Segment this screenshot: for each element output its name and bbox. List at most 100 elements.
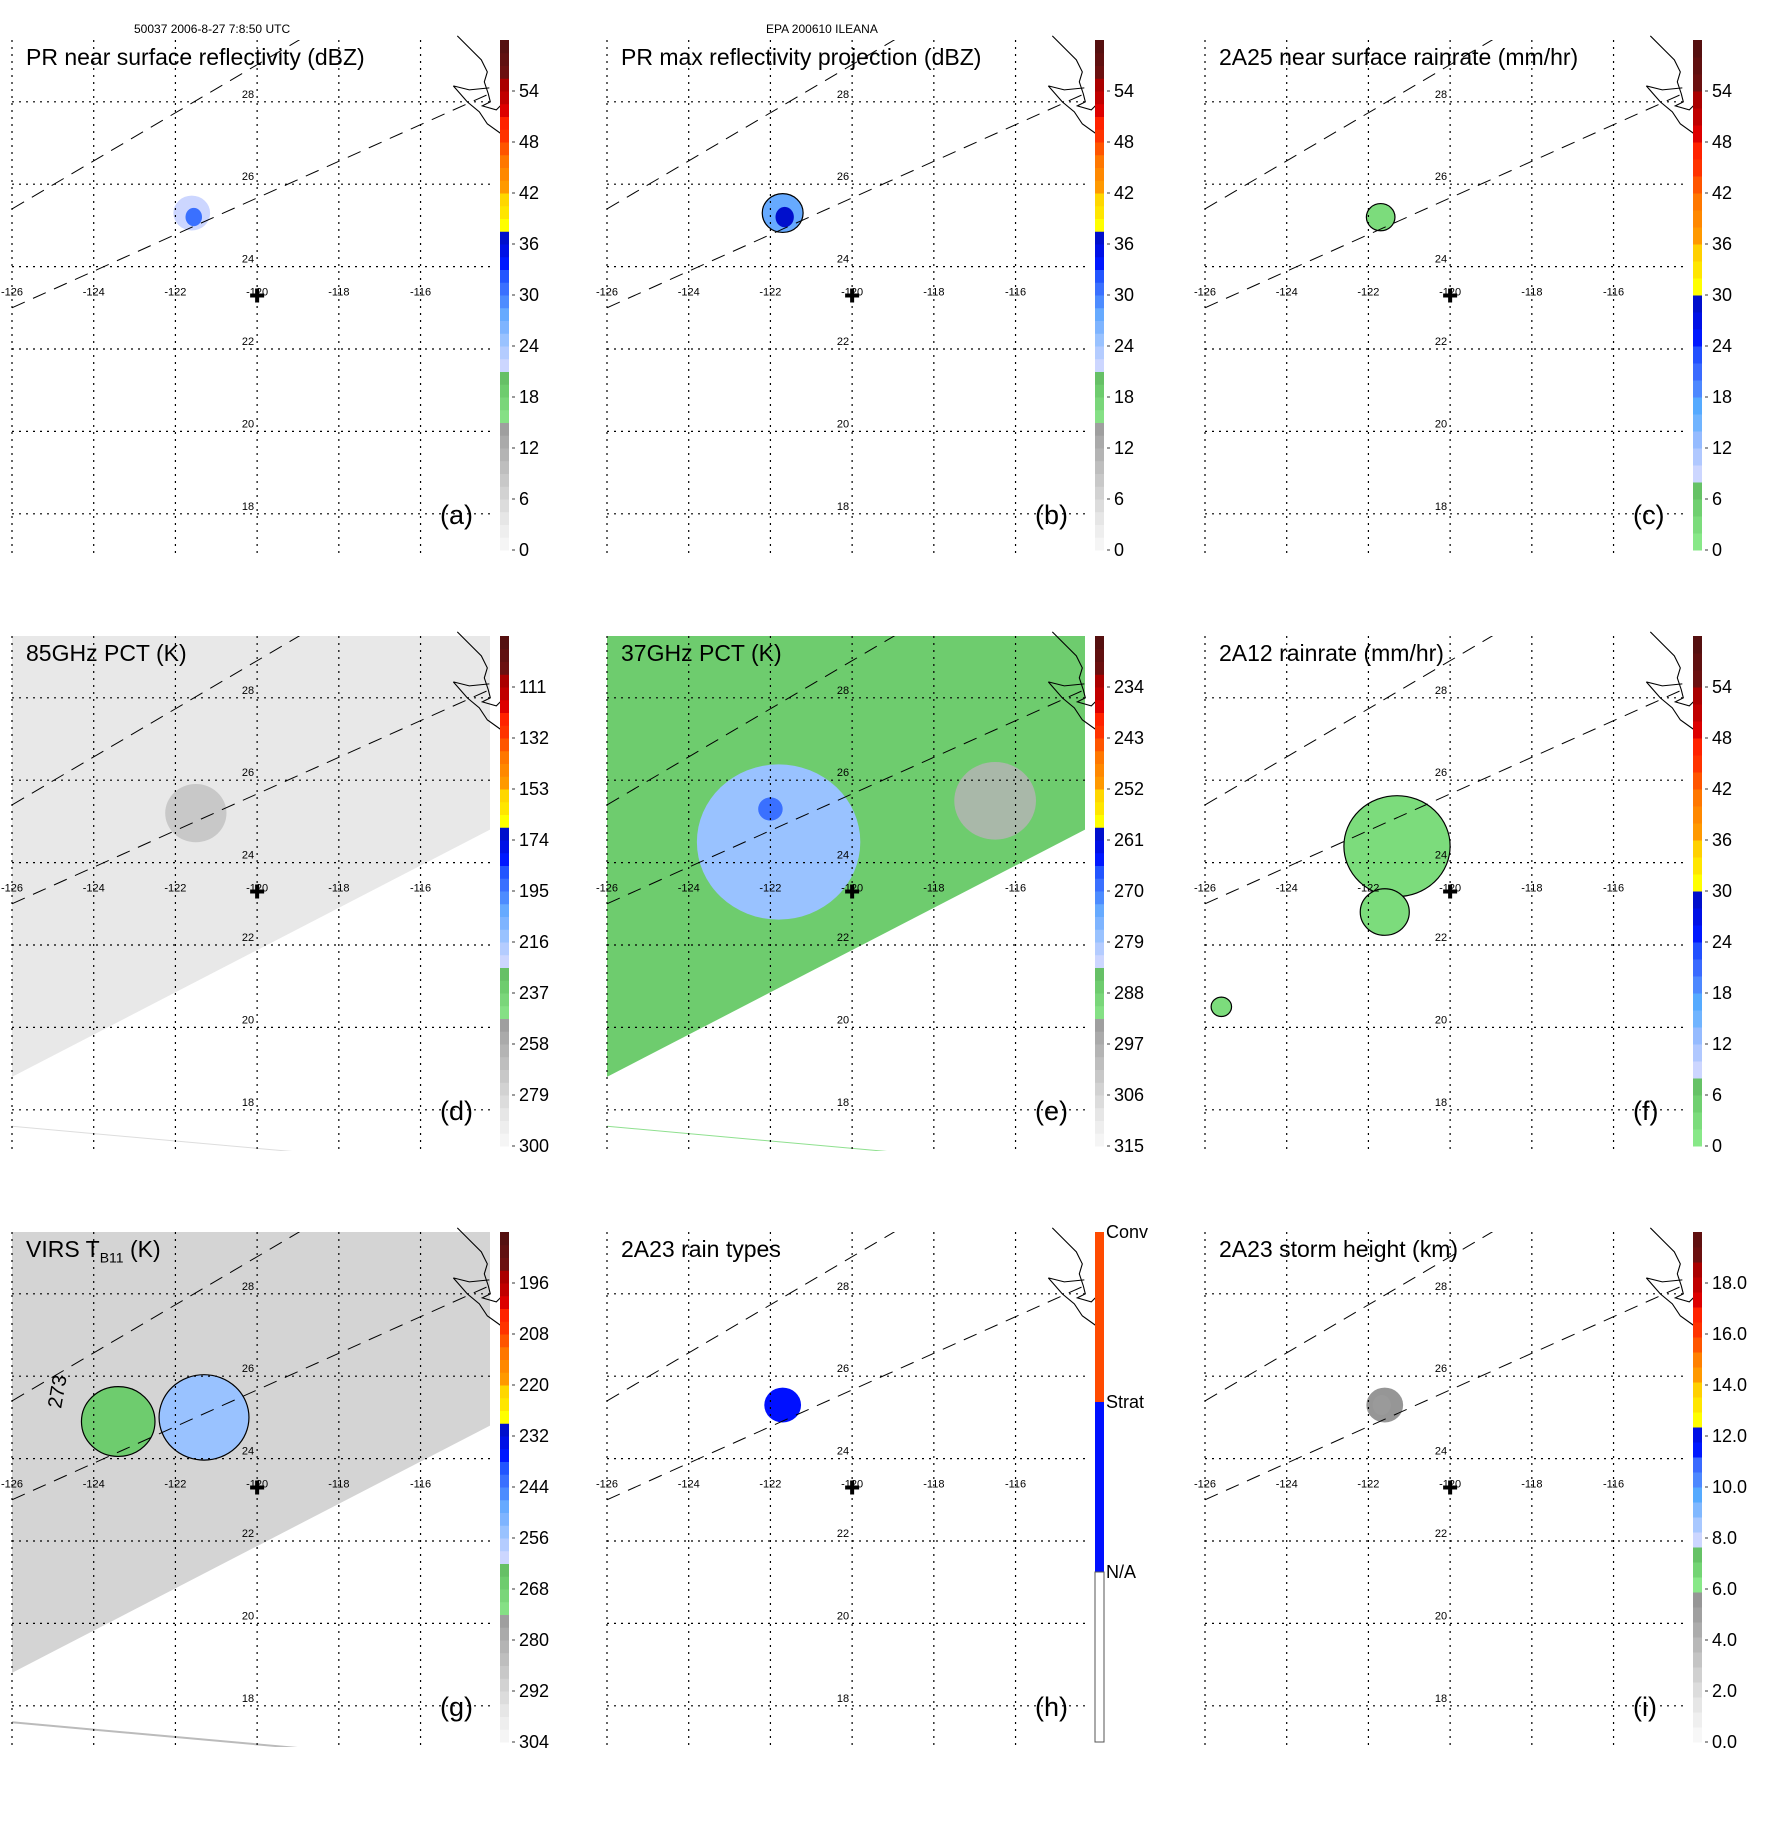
colorbar-d: 111 132 153 174 195 216 237 258 279 300 <box>500 636 549 1156</box>
colorbar-segment <box>1095 371 1104 385</box>
lat-tick-label: 22 <box>242 336 254 348</box>
lon-tick-label: -122 <box>1357 286 1379 298</box>
colorbar-segment <box>1693 976 1702 994</box>
panel-title: 2A23 storm height (km) <box>1219 1236 1459 1262</box>
colorbar-segment <box>1693 1247 1702 1263</box>
colorbar-segment <box>1693 380 1702 398</box>
colorbar-segment <box>500 1244 509 1258</box>
lon-tick-label: -118 <box>1521 882 1542 894</box>
colorbar-segment <box>500 231 509 245</box>
colorbar-segment <box>500 448 509 462</box>
colorbar-segment <box>500 1005 509 1019</box>
colorbar-tick-label: 54 <box>1712 81 1732 101</box>
colorbar-segment <box>1095 218 1104 232</box>
swath-fill <box>12 1232 490 1673</box>
colorbar-b: 54 48 42 36 30 24 18 12 6 0 <box>1095 40 1134 560</box>
feature-cold <box>758 797 783 821</box>
lon-tick-label: -124 <box>1276 882 1298 894</box>
lat-tick-label: 24 <box>1435 1446 1447 1458</box>
colorbar-tick-label: 36 <box>1114 234 1134 254</box>
colorbar-tick-label: 0 <box>519 540 529 560</box>
lat-tick-label: 22 <box>242 932 254 944</box>
colorbar-segment <box>1693 193 1702 211</box>
pr-swath-edge-south <box>1205 1285 1683 1501</box>
feature-echo <box>1365 202 1396 232</box>
lon-tick-label: -116 <box>410 286 431 298</box>
lon-tick-label: -124 <box>1276 286 1298 298</box>
lat-tick-label: 22 <box>1435 932 1447 944</box>
colorbar-segment <box>1693 755 1702 773</box>
colorbar-tick-label: 48 <box>1712 728 1732 748</box>
colorbar-segment <box>500 776 509 790</box>
colorbar-segment <box>1095 1082 1104 1096</box>
colorbar-segment <box>500 1270 509 1284</box>
colorbar-tick-label: 237 <box>519 983 549 1003</box>
colorbar-tick-label: 6 <box>1114 489 1124 509</box>
colorbar-tick-label: 48 <box>1114 132 1134 152</box>
colorbar-segment <box>1693 159 1702 177</box>
colorbar-segment <box>1095 142 1104 156</box>
lon-tick-label: -122 <box>164 882 186 894</box>
colorbar-segment <box>1095 103 1104 117</box>
colorbar-tick-label: 220 <box>519 1375 549 1395</box>
colorbar-segment <box>1693 1697 1702 1713</box>
colorbar-segment <box>500 1436 509 1450</box>
pr-swath-edge-south <box>12 1285 490 1501</box>
colorbar-segment <box>1693 1667 1702 1683</box>
panel-label: (d) <box>440 1096 473 1126</box>
lon-tick-label: -118 <box>923 1478 944 1490</box>
colorbar-segment <box>1693 1502 1702 1518</box>
lat-tick-label: 26 <box>837 1363 849 1375</box>
colorbar-segment <box>500 307 509 321</box>
colorbar-segment <box>500 1385 509 1399</box>
colorbar-tick-label: 279 <box>519 1085 549 1105</box>
colorbar-segment <box>500 1308 509 1322</box>
colorbar-segment <box>500 397 509 411</box>
panel-label: (a) <box>440 500 473 530</box>
colorbar-segment <box>1095 674 1104 688</box>
lon-tick-label: -126 <box>1 286 23 298</box>
panel-title: 85GHz PCT (K) <box>26 640 187 666</box>
colorbar-tick-label: 36 <box>1712 830 1732 850</box>
colorbar-segment <box>1095 712 1104 726</box>
colorbar-segment <box>1693 533 1702 551</box>
colorbar-tick-label: 315 <box>1114 1136 1144 1156</box>
colorbar-tick-label: 292 <box>519 1681 549 1701</box>
colorbar-segment <box>1095 942 1104 956</box>
colorbar-tick-label: 54 <box>519 81 539 101</box>
colorbar-tick-label: 6 <box>1712 489 1722 509</box>
colorbar-segment <box>500 256 509 270</box>
colorbar-tick-label: 0.0 <box>1712 1732 1737 1752</box>
panel-a: -126-124-122-120-118-1162826242220185448… <box>0 35 590 630</box>
colorbar-segment <box>1095 180 1104 194</box>
colorbar-segment <box>500 1069 509 1083</box>
colorbar-segment <box>1095 154 1104 168</box>
colorbar-segment <box>1095 763 1104 777</box>
colorbar-segment <box>1095 448 1104 462</box>
colorbar-segment <box>1095 333 1104 347</box>
colorbar-segment <box>500 116 509 130</box>
colorbar-segment <box>1693 874 1702 892</box>
colorbar-segment <box>500 1652 509 1666</box>
colorbar-segment <box>1693 653 1702 671</box>
colorbar-segment <box>1095 1044 1104 1058</box>
colorbar-segment <box>500 763 509 777</box>
lat-tick-label: 26 <box>1435 1363 1447 1375</box>
colorbar-segment <box>500 1703 509 1717</box>
colorbar-tick-label: 30 <box>1712 285 1732 305</box>
colorbar-segment <box>1095 1402 1104 1572</box>
colorbar-tick-label: 12 <box>1712 1034 1732 1054</box>
panel-title: VIRS TB11 (K) <box>26 1236 161 1266</box>
pr-swath-edge-north <box>12 40 301 210</box>
lon-tick-label: -116 <box>1603 286 1624 298</box>
colorbar-segment <box>1095 980 1104 994</box>
colorbar-segment <box>1693 176 1702 194</box>
feature-core <box>1372 1394 1391 1416</box>
colorbar-segment <box>500 1678 509 1692</box>
lon-tick-label: -126 <box>1194 882 1216 894</box>
colorbar-tick-label: 18.0 <box>1712 1273 1747 1293</box>
colorbar-segment <box>500 929 509 943</box>
colorbar-segment <box>1693 1367 1702 1383</box>
colorbar-segment <box>1693 329 1702 347</box>
storm-center-icon <box>1443 1480 1458 1495</box>
